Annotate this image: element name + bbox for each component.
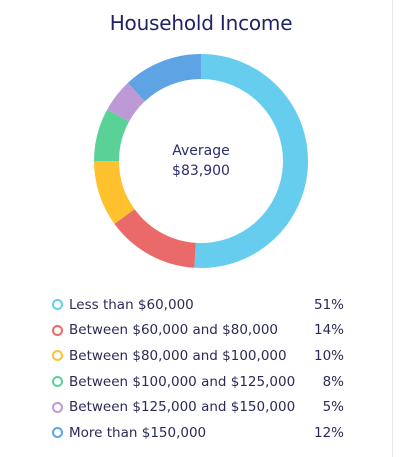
legend-item: Between $100,000 and $125,000 8% [52,369,352,395]
household-income-card: Household Income Average $83,900 Less th… [52,11,352,446]
divider [392,0,393,457]
legend-label: More than $150,000 [69,424,207,441]
legend-label: Between $125,000 and $150,000 [69,399,296,416]
donut-slice-5[interactable] [107,83,145,122]
chart-legend: Less than $60,000 51% Between $60,000 and … [52,292,352,446]
legend-label: Between $100,000 and $125,000 [69,373,296,390]
legend-value: 8% [322,373,344,390]
legend-marker [52,376,63,388]
legend-marker [52,350,63,362]
donut-slice-2[interactable] [114,209,196,268]
legend-label: Between $80,000 and $100,000 [69,347,287,364]
chart-title: Household Income [109,11,293,35]
center-label: Average [172,143,230,159]
legend-value: 5% [322,399,344,416]
legend-value: 14% [313,322,344,339]
legend-item: Between $125,000 and $150,000 5% [52,394,352,420]
legend-item: Between $60,000 and $80,000 14% [52,318,352,344]
legend-marker [52,299,63,311]
donut-slice-1[interactable] [194,54,309,269]
legend-value: 51% [313,296,344,313]
center-value: $83,900 [172,163,230,179]
legend-item: More than $150,000 12% [52,420,352,446]
legend-marker [52,324,63,336]
donut-chart [94,54,309,269]
legend-item: Less than $60,000 51% [52,292,352,318]
legend-item: Between $80,000 and $100,000 10% [52,343,352,369]
legend-label: Less than $60,000 [69,296,194,313]
donut-center: Average $83,900 [100,141,302,181]
donut-slice-6[interactable] [127,54,201,102]
donut-slice-3[interactable] [94,161,135,224]
legend-marker [52,427,63,439]
donut-slice-4[interactable] [94,109,130,161]
legend-value: 12% [313,424,344,441]
legend-label: Between $60,000 and $80,000 [69,322,278,339]
legend-marker [52,401,63,413]
legend-value: 10% [313,347,344,364]
